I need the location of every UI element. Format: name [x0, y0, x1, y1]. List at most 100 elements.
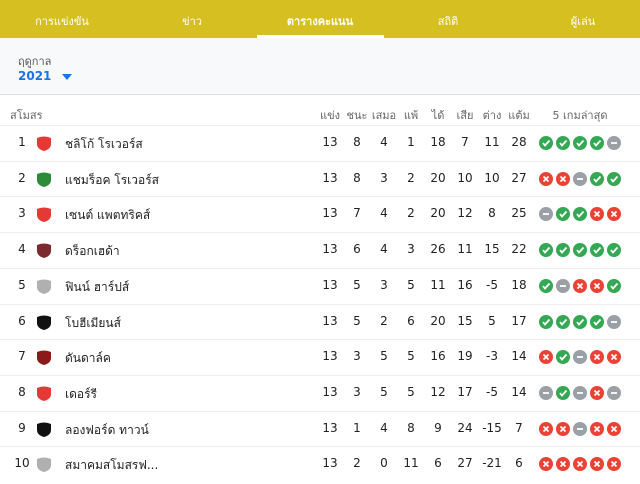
stat: 0	[380, 456, 388, 471]
form-result	[556, 207, 570, 222]
form-result	[539, 385, 553, 400]
stat: 8	[488, 206, 496, 221]
stat: 25	[511, 206, 527, 221]
form-result	[573, 457, 587, 472]
stat: 6	[515, 456, 523, 471]
team-name[interactable]: โบฮีเมียนส์	[65, 315, 121, 330]
team-crest	[37, 243, 51, 259]
season-select[interactable]: 2021	[18, 69, 72, 83]
stat: 13	[322, 384, 338, 399]
stat: 13	[322, 242, 338, 257]
stat: 7	[515, 420, 523, 435]
stat: 16	[457, 277, 473, 292]
team-name[interactable]: ลองฟอร์ด ทาวน์	[65, 422, 149, 437]
stat: 15	[484, 242, 500, 257]
team-crest	[37, 172, 51, 187]
team-name[interactable]: ชลิโก้ โรเวอร์ส	[65, 137, 143, 151]
form-result	[607, 207, 621, 222]
stat: 4	[380, 420, 388, 435]
stat: 8	[353, 135, 361, 149]
form-result	[556, 421, 570, 436]
form-result	[539, 243, 553, 258]
row-divider	[0, 196, 640, 198]
stat: 3	[407, 242, 415, 257]
position: 5	[18, 277, 26, 292]
column-header: ต่าง	[482, 109, 502, 122]
column-header: ชนะ	[346, 109, 368, 122]
form-result	[590, 421, 604, 436]
column-header: ได้	[431, 109, 445, 122]
stat: 3	[353, 384, 361, 399]
tab[interactable]: ผู้เล่น	[570, 15, 596, 28]
stat: 13	[322, 420, 338, 435]
row-divider	[0, 267, 640, 269]
team-name[interactable]: ฟินน์ ฮาร์ปส์	[65, 279, 130, 294]
position: 6	[18, 313, 26, 328]
column-header: 5 เกมล่าสุด	[552, 109, 608, 122]
form-result	[539, 350, 553, 365]
position: 8	[18, 384, 26, 399]
form-result	[556, 136, 570, 150]
form-result	[607, 350, 621, 365]
form-result	[573, 243, 587, 258]
form-result	[556, 350, 570, 365]
team-name[interactable]: ดร็อกเฮด้า	[65, 244, 120, 259]
tab[interactable]: การแข่งขัน	[35, 15, 89, 28]
form-result	[556, 314, 570, 329]
stat: 16	[430, 349, 446, 364]
stat: 1	[353, 420, 361, 435]
team-name[interactable]: สมาคมสโมสรฟ...	[65, 458, 159, 473]
stat: 13	[322, 313, 338, 328]
stat: -15	[482, 420, 502, 435]
team-crest	[37, 207, 51, 223]
form-result	[539, 136, 553, 150]
position: 2	[18, 170, 26, 185]
dropdown-arrow[interactable]	[61, 73, 72, 80]
stat: -5	[486, 277, 498, 292]
column-header: เสีย	[456, 109, 474, 122]
stat: 27	[511, 170, 527, 185]
tab[interactable]: ข่าว	[182, 15, 202, 28]
season-value[interactable]: 2021	[18, 69, 52, 83]
stat: 6	[407, 313, 415, 328]
stat: 5	[407, 277, 415, 292]
stat: 17	[457, 384, 473, 399]
form-result	[573, 278, 587, 293]
form-result	[573, 421, 587, 436]
column-header: แพ้	[403, 109, 419, 122]
form-result	[590, 385, 604, 400]
team-name[interactable]: เดอร์รี	[65, 386, 97, 401]
stat: 13	[322, 349, 338, 364]
form-result	[607, 314, 621, 329]
stat: 10	[457, 170, 473, 185]
stat: 2	[353, 456, 361, 471]
stat: 11	[484, 135, 500, 149]
form-result	[590, 457, 604, 472]
form-result	[607, 385, 621, 400]
stat: 19	[457, 349, 473, 364]
form-result	[539, 278, 553, 293]
form-result	[539, 457, 553, 472]
stat: 17	[511, 313, 527, 328]
column-header: แต้ม	[508, 109, 530, 122]
team-name[interactable]: แชมร็อค โรเวอร์ส	[65, 172, 159, 187]
stat: 7	[461, 135, 469, 149]
stat: 18	[511, 277, 527, 292]
stat: 2	[380, 313, 388, 328]
stat: -5	[486, 384, 498, 399]
stat: 13	[322, 456, 338, 471]
form-result	[573, 136, 587, 150]
stat: 8	[353, 170, 361, 185]
team-name[interactable]: เซนต์ แพตทริคส์	[65, 208, 151, 223]
team-name[interactable]: ดันดาล์ค	[65, 351, 111, 366]
position: 3	[18, 206, 26, 221]
stat: 28	[511, 135, 527, 149]
team-crest	[37, 457, 51, 473]
stat: 5	[380, 349, 388, 364]
stat: 3	[380, 170, 388, 185]
form-result	[607, 278, 621, 293]
active-tab-indicator	[257, 35, 384, 38]
tab[interactable]: สถิติ	[437, 15, 459, 28]
tab[interactable]: ตารางคะแนน	[286, 15, 354, 28]
stat: 7	[353, 206, 361, 221]
